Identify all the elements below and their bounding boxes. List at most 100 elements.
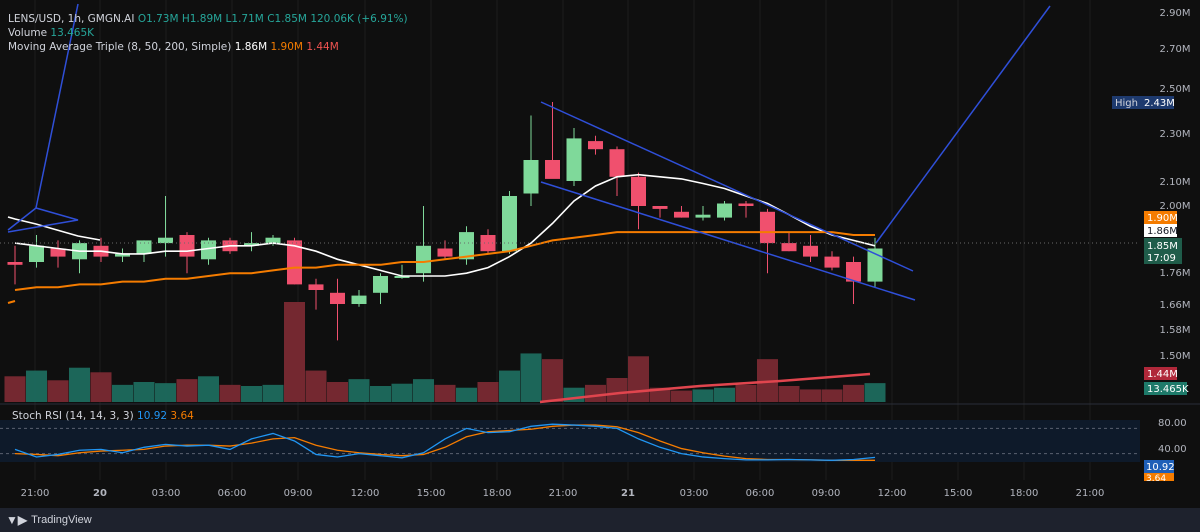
y-tick-label-3: 1.76M [1160,268,1191,279]
high-value: H1.89M [181,13,223,25]
volume-bar-28 [606,378,628,402]
x-tick-label-0: 21:00 [21,488,50,499]
stoch-tick-1: 40.00 [1158,444,1187,455]
close-value: C1.85M [267,13,307,25]
price-label-bg-slow [1144,367,1177,380]
legend-volume-row: Volume 13.465K [8,26,408,40]
volume-ma-line [539,372,871,404]
x-tick-label-9: 21 [621,488,635,499]
candle-body-23 [502,196,517,252]
stoch-k-value: 10.92 [137,410,168,422]
volume-label[interactable]: Volume [8,27,48,39]
candle-body-20 [437,248,453,257]
candle-body-1 [29,245,44,262]
ma-fast-value: 1.86M [234,41,268,53]
volume-bar-11 [241,386,262,402]
price-label-mid: 1.90M [1147,213,1178,224]
y-tick-label-8: 2.10M [1160,177,1191,188]
projection-line [875,5,1051,244]
ma-label[interactable]: Moving Average Triple (8, 50, 200, Simpl… [8,41,232,53]
volume-bar-17 [370,386,391,402]
brand-label: TradingView [31,514,92,526]
candle-body-29 [631,176,646,206]
stoch-label[interactable]: Stoch RSI (14, 14, 3, 3) [12,410,134,422]
x-tick-label-1: 20 [93,488,107,499]
candle-body-7 [158,237,173,244]
volume-bar-34 [735,384,757,402]
candle-body-37 [803,245,818,257]
high-label-text: High [1115,98,1138,109]
price-label-bg-fast [1144,224,1177,237]
y-tick-label-0: 1.50M [1160,351,1191,362]
candle-body-30 [652,206,668,209]
last-price-value: 1.85M [1147,241,1178,252]
y-tick-label-2: 1.66M [1160,300,1191,311]
candle-body-14 [308,284,324,290]
volume-bar-20 [434,384,456,402]
candle-body-26 [566,138,582,181]
tradingview-logo[interactable]: ▼▶ TradingView [6,513,92,527]
candle-body-16 [351,295,367,304]
volume-bar-10 [219,384,241,402]
candle-body-15 [330,292,345,304]
volume-bar-2 [47,380,69,402]
x-tick-label-10: 03:00 [680,488,709,499]
stoch-band [0,420,1140,462]
pattern-left [7,207,79,233]
volume-bar-37 [800,389,821,402]
candle-body-31 [674,211,689,218]
volume-bar-33 [714,387,735,402]
volume-bar-12 [262,384,284,402]
candle-body-25 [545,160,560,179]
candlestick-chart[interactable]: 1.50M 1.58M 1.66M 1.76M 2.00M 2.10M 2.30M 2.50M… [0,0,1200,508]
candle-body-11 [244,243,259,246]
x-tick-label-4: 09:00 [284,488,313,499]
candle-body-2 [50,248,66,257]
stoch-d-label-bg [1144,473,1174,481]
low-value: L1.71M [225,13,264,25]
y-tick-label-7: 2.00M [1160,201,1191,212]
candle-body-12 [265,237,281,244]
volume-bar-13 [284,302,305,402]
candle-body-13 [287,240,302,285]
volume-bar-6 [133,382,155,402]
candle-body-32 [695,214,711,218]
stoch-k-label-bg [1144,460,1174,473]
volume-bar-39 [843,384,864,402]
candle-body-24 [523,160,539,194]
candle-body-40 [867,248,883,282]
candle-body-17 [373,276,388,293]
last-price-bg [1144,238,1182,264]
y-tick-label-9: 2.30M [1160,129,1191,140]
stoch-d-line [14,424,875,461]
x-tick-label-7: 18:00 [483,488,512,499]
volume-bar-22 [477,382,499,402]
candle-body-19 [416,245,431,274]
x-tick-label-14: 15:00 [944,488,973,499]
candle-body-5 [115,253,130,257]
ma-mid-start [7,300,16,304]
ma-fast-line [14,173,876,277]
symbol-label[interactable]: LENS/USD, 1h, GMGN.AI [8,13,135,25]
change-value: 120.06K (+6.91%) [310,13,408,25]
volume-bar-24 [520,353,542,402]
candle-body-27 [588,141,603,150]
volume-bar-9 [198,376,219,402]
x-tick-label-13: 12:00 [878,488,907,499]
volume-value: 13.465K [50,27,95,39]
stoch-tick-0: 80.00 [1158,418,1187,429]
footer-bar: ▼▶ TradingView [0,508,1200,532]
legend-ohlc-row: LENS/USD, 1h, GMGN.AI O1.73M H1.89M L1.7… [8,12,408,26]
volume-bar-5 [112,384,133,402]
volume-bar-16 [348,379,370,402]
y-tick-label-12: 2.90M [1160,8,1191,19]
x-tick-label-8: 21:00 [549,488,578,499]
y-tick-label-1: 1.58M [1160,325,1191,336]
x-tick-label-16: 21:00 [1076,488,1105,499]
last-price-countdown: 17:09 [1147,253,1176,264]
volume-bar-1 [26,370,47,402]
open-value: O1.73M [137,13,179,25]
volume-bar-40 [864,383,886,402]
y-tick-label-10: 2.50M [1160,84,1191,95]
